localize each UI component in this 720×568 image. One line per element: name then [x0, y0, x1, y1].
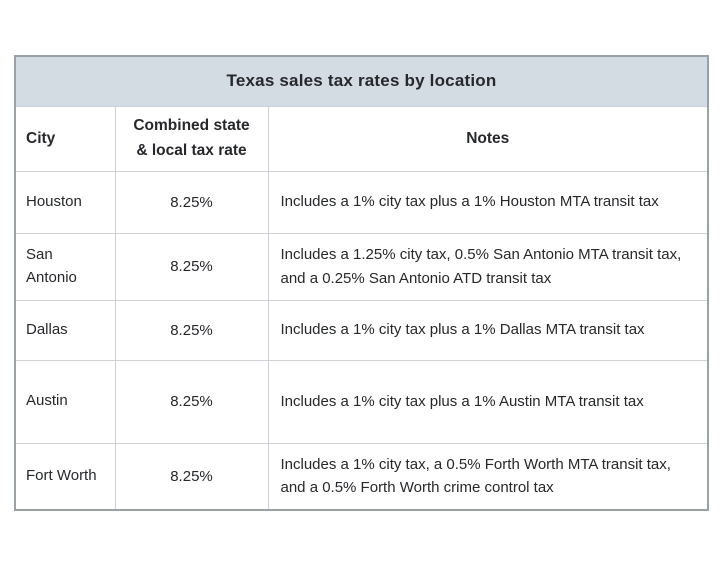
table-row: San Antonio 8.25% Includes a 1.25% city …: [14, 232, 709, 301]
table-title: Texas sales tax rates by location: [14, 55, 709, 107]
col-header-city: City: [14, 105, 116, 172]
table-header-row: City Combined state & local tax rate Not…: [14, 105, 709, 172]
city-cell: San Antonio: [14, 232, 116, 301]
table-row: Fort Worth 8.25% Includes a 1% city tax,…: [14, 442, 709, 511]
col-header-rate: Combined state & local tax rate: [114, 105, 269, 172]
notes-cell: Includes a 1% city tax plus a 1% Dallas …: [267, 299, 709, 361]
tax-rates-table: Texas sales tax rates by location City C…: [14, 55, 709, 511]
rate-cell: 8.25%: [114, 170, 269, 234]
notes-cell: Includes a 1% city tax, a 0.5% Forth Wor…: [267, 442, 709, 511]
notes-cell: Includes a 1% city tax plus a 1% Houston…: [267, 170, 709, 234]
rate-cell: 8.25%: [114, 232, 269, 301]
rate-cell: 8.25%: [114, 359, 269, 444]
rate-cell: 8.25%: [114, 299, 269, 361]
table-row: Houston 8.25% Includes a 1% city tax plu…: [14, 170, 709, 234]
city-cell: Fort Worth: [14, 442, 116, 511]
notes-cell: Includes a 1.25% city tax, 0.5% San Anto…: [267, 232, 709, 301]
col-header-notes: Notes: [267, 105, 709, 172]
city-cell: Dallas: [14, 299, 116, 361]
rate-cell: 8.25%: [114, 442, 269, 511]
table-title-row: Texas sales tax rates by location: [14, 55, 709, 107]
table-row: Austin 8.25% Includes a 1% city tax plus…: [14, 359, 709, 444]
city-cell: Houston: [14, 170, 116, 234]
city-cell: Austin: [14, 359, 116, 444]
table-row: Dallas 8.25% Includes a 1% city tax plus…: [14, 299, 709, 361]
notes-cell: Includes a 1% city tax plus a 1% Austin …: [267, 359, 709, 444]
